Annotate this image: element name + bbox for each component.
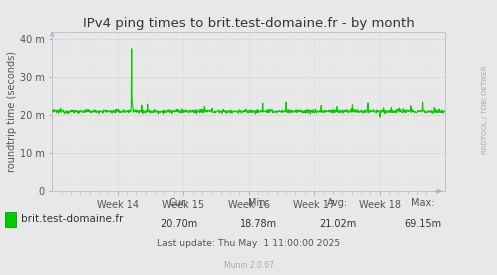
Text: 69.15m: 69.15m [404, 219, 441, 229]
Text: Last update: Thu May  1 11:00:00 2025: Last update: Thu May 1 11:00:00 2025 [157, 239, 340, 248]
Text: 20.70m: 20.70m [161, 219, 197, 229]
Y-axis label: roundtrip time (seconds): roundtrip time (seconds) [7, 51, 17, 172]
Text: 18.78m: 18.78m [240, 219, 277, 229]
Text: Min:: Min: [248, 198, 269, 208]
Text: 21.02m: 21.02m [320, 219, 356, 229]
Title: IPv4 ping times to brit.test-domaine.fr - by month: IPv4 ping times to brit.test-domaine.fr … [83, 17, 414, 31]
Text: Cur:: Cur: [169, 198, 189, 208]
Text: Max:: Max: [411, 198, 434, 208]
Text: Avg:: Avg: [328, 198, 348, 208]
Text: Munin 2.0.67: Munin 2.0.67 [224, 261, 273, 270]
Text: brit.test-domaine.fr: brit.test-domaine.fr [21, 214, 123, 224]
Text: RRDTOOL / TOBI OETIKER: RRDTOOL / TOBI OETIKER [482, 66, 488, 154]
